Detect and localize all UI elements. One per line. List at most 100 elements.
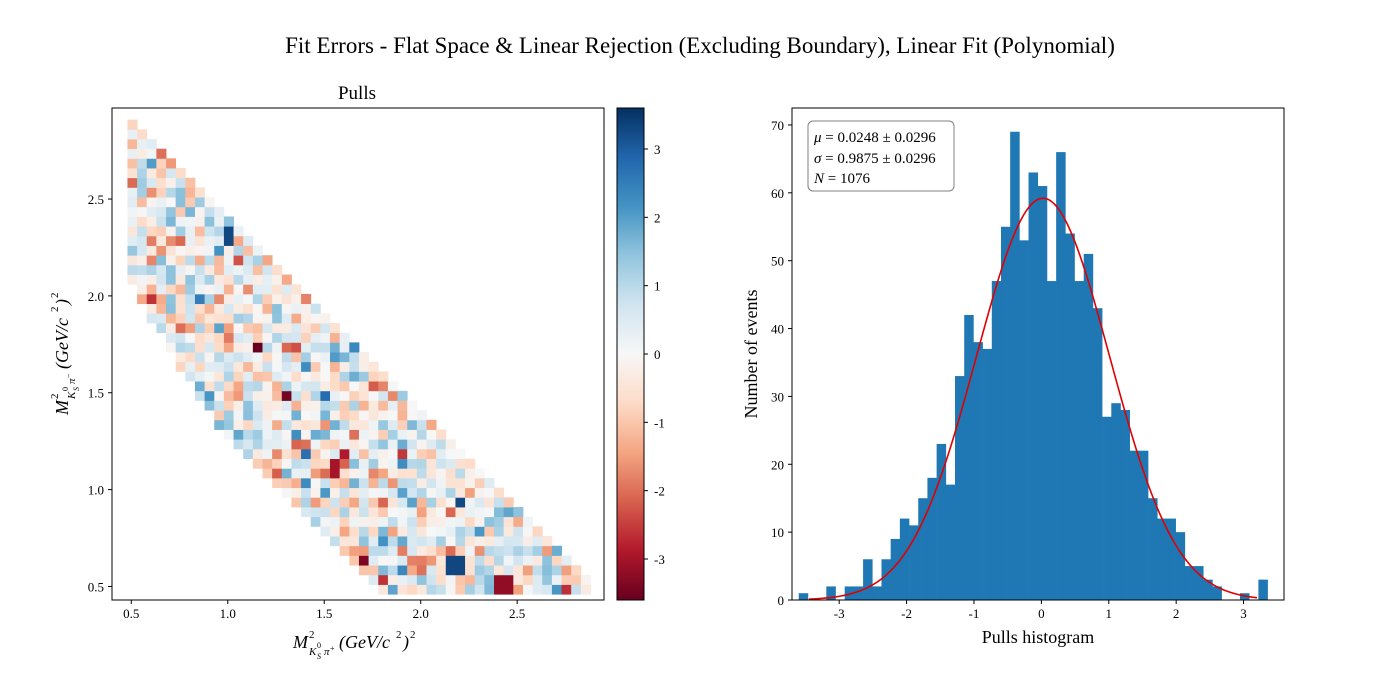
heatmap-cell (388, 430, 398, 440)
heatmap-cell (446, 459, 456, 469)
heatmap-cell (127, 139, 137, 149)
heatmap-cell (455, 488, 465, 498)
heatmap-cell (205, 323, 215, 333)
heatmap-cell (147, 284, 157, 294)
heatmap-cell (262, 381, 272, 391)
heatmap-cell (378, 536, 388, 546)
heatmap-cell (205, 371, 215, 381)
heatmap-cell (398, 420, 408, 430)
heatmap-cell (185, 216, 195, 226)
heatmap-cell (147, 275, 157, 285)
heatmap-cell (340, 430, 350, 440)
heatmap-cell (475, 507, 485, 517)
heatmap-cell (465, 478, 475, 488)
heatmap-cell (446, 546, 456, 556)
heatmap-cell (388, 575, 398, 585)
heatmap-cell (195, 323, 205, 333)
heatmap-cell (455, 459, 465, 469)
heatmap-cell (243, 449, 253, 459)
heatmap-cell (562, 565, 572, 575)
heatmap-cell (272, 333, 282, 343)
heatmap-cell (455, 546, 465, 556)
heatmap-cell (407, 478, 417, 488)
heatmap-cell (369, 507, 379, 517)
heatmap-cell (359, 459, 369, 469)
heatmap-cell (542, 555, 552, 565)
heatmap-cell (398, 526, 408, 536)
heatmap-cell (340, 352, 350, 362)
histogram-x-tick-label: 2 (1173, 606, 1180, 621)
heatmap-cell (359, 526, 369, 536)
heatmap-cell (455, 449, 465, 459)
heatmap-cell (320, 459, 330, 469)
heatmap-cell (282, 478, 292, 488)
heatmap-cell (147, 197, 157, 207)
heatmap-cell (301, 362, 311, 372)
heatmap-cell (349, 391, 359, 401)
heatmap-cell (407, 517, 417, 527)
histogram-bar (1093, 308, 1102, 600)
heatmap-cell (137, 197, 147, 207)
heatmap-cell (291, 333, 301, 343)
heatmap-cell (484, 565, 494, 575)
heatmap-cell (494, 507, 504, 517)
heatmap-cell (301, 323, 311, 333)
heatmap-cell (311, 439, 321, 449)
colorbar-tick-label: 1 (654, 279, 661, 294)
heatmap-cell (156, 197, 166, 207)
heatmap-cell (291, 391, 301, 401)
heatmap-cell (446, 507, 456, 517)
heatmap-cell (137, 207, 147, 217)
heatmap-cell (253, 304, 263, 314)
heatmap-cell (359, 362, 369, 372)
heatmap-cell (378, 546, 388, 556)
heatmap-cell (253, 362, 263, 372)
svg-text:2: 2 (49, 293, 61, 299)
heatmap-cell (407, 410, 417, 420)
histogram-x-tick-label: -3 (834, 606, 845, 621)
heatmap-cell (262, 323, 272, 333)
heatmap-cell (436, 526, 446, 536)
heatmap-cell (369, 536, 379, 546)
heatmap-cell (205, 381, 215, 391)
heatmap-cell (224, 246, 234, 256)
histogram-y-tick-label: 10 (771, 525, 784, 540)
heatmap-cell (504, 517, 514, 527)
heatmap-cell (282, 362, 292, 372)
heatmap-cell (282, 294, 292, 304)
heatmap-cell (214, 236, 224, 246)
heatmap-cell (234, 226, 244, 236)
heatmap-cell (147, 294, 157, 304)
heatmap-cell (571, 585, 581, 595)
heatmap-cell (156, 207, 166, 217)
heatmap-cell (504, 536, 514, 546)
heatmap-cell (137, 168, 147, 178)
heatmap-cell (214, 342, 224, 352)
heatmap-cell (137, 158, 147, 168)
heatmap-cell (176, 352, 186, 362)
heatmap-cell (282, 352, 292, 362)
heatmap-cell (176, 178, 186, 188)
heatmap-cell (166, 226, 176, 236)
heatmap-cell (378, 400, 388, 410)
heatmap-cell (272, 410, 282, 420)
heatmap-cell (214, 246, 224, 256)
histogram-x-tick-label: 0 (1038, 606, 1045, 621)
heatmap-cell (446, 478, 456, 488)
heatmap-cell (436, 565, 446, 575)
heatmap-cell (185, 255, 195, 265)
heatmap-cell (504, 555, 514, 565)
heatmap-cell (504, 546, 514, 556)
heatmap-cell (195, 381, 205, 391)
heatmap-y-label: M 2 K 0 S π − (GeV/c 2 ) 2 (49, 293, 81, 417)
heatmap-cell (243, 371, 253, 381)
heatmap-cell (243, 275, 253, 285)
heatmap-cell (426, 488, 436, 498)
heatmap-cell (214, 381, 224, 391)
heatmap-cell (369, 555, 379, 565)
heatmap-cell (330, 526, 340, 536)
heatmap-cell (224, 352, 234, 362)
heatmap-cell (166, 207, 176, 217)
heatmap-cell (513, 555, 523, 565)
heatmap-cell (320, 420, 330, 430)
